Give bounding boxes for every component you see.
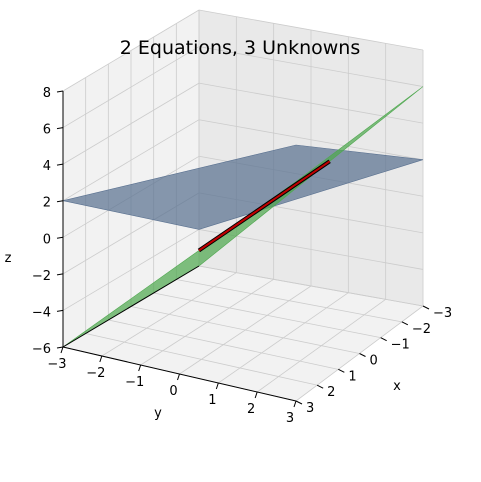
x-tick-label: 3	[306, 401, 314, 416]
z-tick-label: 0	[43, 232, 51, 247]
z-tick-mark	[57, 347, 63, 348]
x-tick-mark	[423, 306, 429, 309]
x-tick-mark	[381, 338, 387, 341]
z-tick-mark	[57, 164, 63, 165]
chart-title: 2 Equations, 3 Unknowns	[120, 37, 360, 59]
z-axis-label: z	[5, 251, 12, 266]
y-tick-mark	[61, 347, 63, 353]
z-tick-label: 6	[43, 123, 51, 138]
z-tick-label: 2	[43, 196, 51, 211]
x-tick-label: −2	[412, 322, 431, 337]
z-tick-label: −2	[32, 269, 51, 284]
z-tick-label: −4	[32, 305, 51, 320]
x-tick-mark	[402, 322, 408, 325]
y-tick-mark	[216, 383, 218, 389]
x-tick-label: 0	[370, 354, 378, 369]
z-tick-mark	[57, 201, 63, 202]
z-tick-mark	[57, 91, 63, 92]
x-tick-label: 1	[348, 369, 356, 384]
y-tick-label: 3	[286, 411, 294, 426]
y-tick-label: −3	[47, 357, 66, 372]
y-tick-label: 1	[208, 393, 216, 408]
x-tick-mark	[338, 369, 344, 372]
x-tick-mark	[360, 354, 366, 357]
y-tick-mark	[139, 365, 141, 371]
z-tick-mark	[57, 274, 63, 275]
z-tick-mark	[57, 237, 63, 238]
x-tick-label: 2	[327, 385, 335, 400]
z-tick-mark	[57, 128, 63, 129]
x-tick-mark	[296, 401, 302, 404]
x-tick-label: −1	[391, 338, 410, 353]
y-tick-label: −1	[125, 375, 144, 390]
y-tick-label: 2	[247, 402, 255, 417]
y-axis-label: y	[154, 406, 162, 421]
x-tick-label: −3	[433, 306, 452, 321]
z-tick-label: 4	[43, 159, 51, 174]
y-tick-mark	[178, 374, 180, 380]
x-tick-mark	[317, 385, 323, 388]
y-tick-mark	[294, 401, 296, 407]
z-tick-label: −6	[32, 342, 51, 357]
z-tick-mark	[57, 310, 63, 311]
z-tick-label: 8	[43, 86, 51, 101]
y-tick-label: 0	[169, 384, 177, 399]
y-tick-mark	[100, 356, 102, 362]
x-axis-label: x	[393, 379, 401, 394]
y-tick-label: −2	[86, 366, 105, 381]
y-tick-mark	[255, 392, 257, 398]
